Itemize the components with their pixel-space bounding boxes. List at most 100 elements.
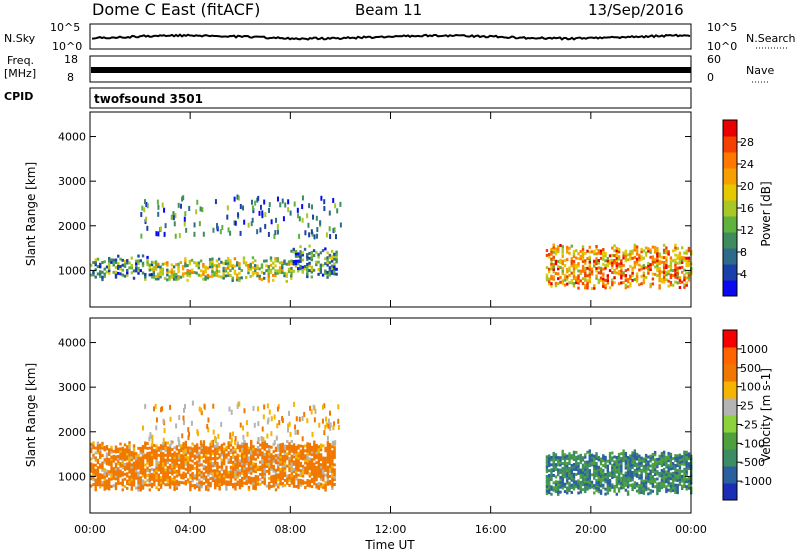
data-cell <box>234 440 237 446</box>
data-cell <box>333 255 336 259</box>
data-cell <box>261 426 264 432</box>
data-cell <box>615 246 619 250</box>
data-cell <box>231 473 235 477</box>
data-cell <box>676 281 679 285</box>
data-cell <box>304 481 307 485</box>
data-cell <box>308 203 311 209</box>
data-cell <box>651 255 655 259</box>
data-cell <box>579 453 582 457</box>
data-cell <box>272 469 275 473</box>
data-cell <box>204 446 208 450</box>
data-cell <box>658 471 661 475</box>
data-cell <box>333 257 336 261</box>
data-cell <box>644 266 648 270</box>
data-cell <box>310 258 314 262</box>
data-cell <box>256 455 260 459</box>
data-cell <box>629 264 632 268</box>
data-cell <box>653 465 657 469</box>
data-cell <box>620 476 623 480</box>
data-cell <box>685 281 688 285</box>
data-cell <box>626 458 630 462</box>
data-cell <box>674 263 677 267</box>
data-cell <box>292 480 296 483</box>
data-cell <box>193 261 196 265</box>
data-cell <box>550 267 553 271</box>
data-cell <box>671 283 675 287</box>
data-cell <box>306 447 309 451</box>
data-cell <box>204 458 208 462</box>
colorbar-swatch <box>723 449 737 467</box>
data-cell <box>678 463 682 467</box>
data-cell <box>110 477 113 481</box>
data-cell <box>186 470 190 474</box>
data-cell <box>577 471 580 475</box>
data-cell <box>665 246 668 250</box>
data-cell <box>123 465 127 469</box>
data-cell <box>331 477 334 481</box>
data-cell <box>317 460 321 463</box>
data-cell <box>308 269 311 273</box>
data-cell <box>629 464 632 468</box>
data-cell <box>153 453 156 457</box>
data-cell <box>622 483 625 487</box>
data-cell <box>231 465 235 469</box>
data-cell <box>229 259 232 263</box>
data-cell <box>216 483 219 487</box>
data-cell <box>229 475 233 479</box>
data-cell <box>281 477 284 481</box>
data-cell <box>588 464 591 468</box>
data-cell <box>640 468 643 472</box>
data-cell <box>622 256 625 260</box>
data-cell <box>674 454 677 458</box>
data-cell <box>217 274 221 278</box>
data-cell <box>243 459 246 463</box>
data-cell <box>310 253 314 257</box>
data-cell <box>202 272 205 276</box>
data-cell <box>130 453 133 457</box>
data-cell <box>633 461 637 465</box>
data-cell <box>674 268 677 272</box>
data-cell <box>268 469 271 473</box>
data-cell <box>259 453 262 457</box>
data-cell <box>590 272 594 276</box>
data-cell <box>312 404 315 410</box>
data-cell <box>317 450 321 454</box>
data-cell <box>660 255 664 259</box>
data-cell <box>204 480 208 484</box>
data-cell <box>561 481 564 485</box>
data-cell <box>308 442 312 446</box>
data-cell <box>285 274 288 278</box>
data-cell <box>620 481 623 485</box>
data-cell <box>241 449 244 453</box>
data-cell <box>254 259 257 263</box>
data-cell <box>99 482 102 486</box>
data-cell <box>685 283 688 287</box>
data-cell <box>319 453 323 457</box>
data-cell <box>171 472 174 476</box>
data-cell <box>335 267 338 271</box>
data-cell <box>611 466 614 470</box>
data-cell <box>139 471 142 475</box>
data-cell <box>606 467 610 471</box>
data-cell <box>182 481 185 485</box>
data-cell <box>261 210 264 216</box>
data-cell <box>554 480 558 484</box>
data-cell <box>162 474 165 478</box>
data-cell <box>299 250 302 254</box>
data-cell <box>662 280 666 284</box>
data-cell <box>665 463 668 467</box>
data-cell <box>121 258 124 262</box>
data-cell <box>545 249 549 252</box>
data-cell <box>96 461 100 465</box>
data-cell <box>635 250 639 254</box>
data-cell <box>548 488 551 492</box>
data-cell <box>577 467 580 470</box>
data-cell <box>656 487 659 491</box>
data-cell <box>250 471 253 475</box>
data-cell <box>245 469 248 473</box>
data-cell <box>593 484 596 488</box>
data-cell <box>130 458 133 462</box>
data-cell <box>162 442 165 446</box>
data-cell <box>649 268 652 272</box>
